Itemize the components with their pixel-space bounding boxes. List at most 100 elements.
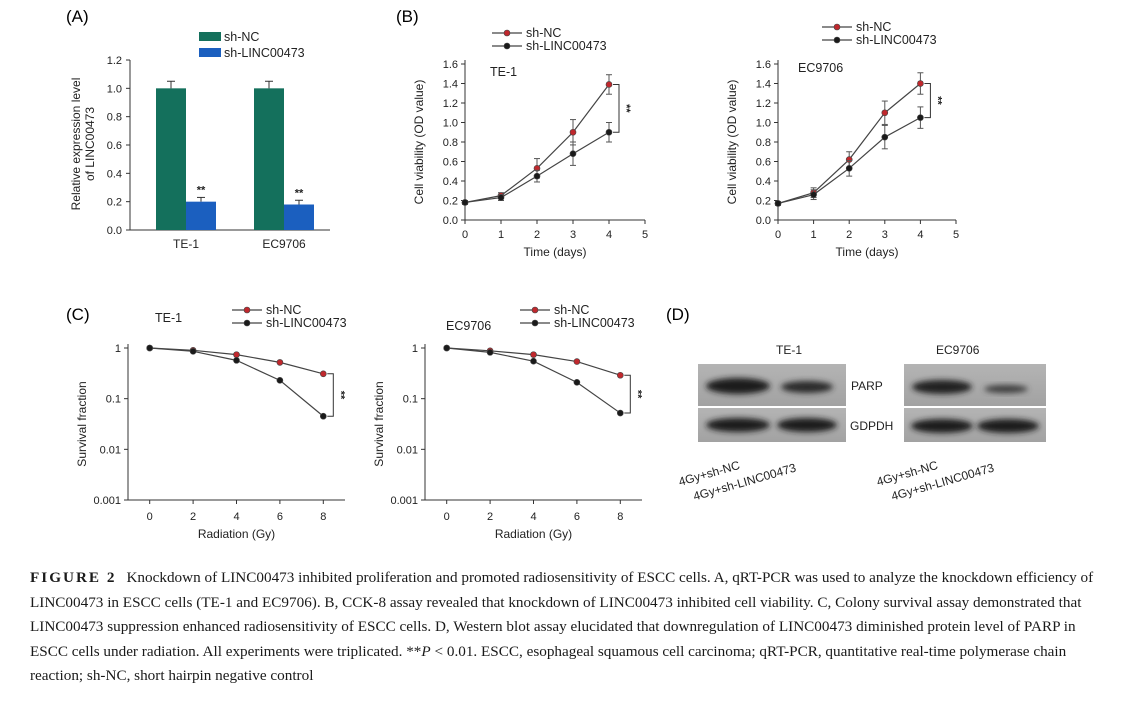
caption-text-part2: < 0.01. ESCC, esophageal squamous cell c… (30, 642, 1067, 685)
caption-p-symbol: P (421, 642, 431, 660)
panel-b-te1-xtick-label: 0 (462, 229, 468, 241)
panel-b-te1-xtick-label: 2 (534, 229, 540, 241)
panel-c-letter: (C) (66, 305, 90, 324)
panel-c-te1-xlabel: Radiation (Gy) (198, 527, 275, 541)
panel-b-letter: (B) (396, 7, 419, 26)
panel-b-te1-ylabel: Cell viability (OD value) (412, 80, 426, 205)
panel-b-line-charts: (B) 0.0 0.2 0.4 0.6 0.8 1.0 1.2 1.4 1.6 0 1 2 3 4 5 Tim… (396, 7, 959, 259)
panel-c-ec9706-data-point (573, 358, 581, 365)
wb-ec9706-parp-band-linc (984, 385, 1028, 393)
wb-protein-gapdh: GDPDH (850, 419, 893, 433)
panel-c-ec9706-ytick-label: 1 (412, 343, 418, 355)
panel-b-te1-title: TE-1 (490, 65, 517, 79)
panel-c-ec9706-xtick-label: 0 (444, 511, 450, 523)
panel-c-te1-data-point (233, 357, 240, 364)
panel-b-ec9706-data-point (917, 80, 924, 87)
panel-c-ec9706-ytick-label: 0.01 (397, 444, 418, 456)
panel-c-ec9706-legend-marker (531, 319, 539, 327)
panel-c-te1-data-point (189, 348, 197, 355)
panel-a-ytick-label: 0.0 (107, 225, 122, 237)
panel-b-ec9706-legend-marker (833, 36, 841, 44)
wb-ec9706-gapdh-band-nc (911, 419, 973, 433)
panel-b-ec9706-series-line (777, 83, 921, 204)
panel-b-ec9706-legend-label: sh-LINC00473 (856, 33, 937, 47)
panel-c-ec9706-ytick-label: 0.1 (403, 394, 418, 406)
panel-b-te1-data-point (569, 128, 577, 136)
panel-b-ec9706-data-point (917, 114, 924, 121)
caption-figure-label: FIGURE 2 (30, 569, 117, 586)
panel-b-te1-data-point (497, 194, 505, 201)
panel-c-ec9706-data-point (573, 379, 581, 386)
panel-b-te1-xtick-label: 3 (570, 229, 576, 241)
panel-b-ec9706-xtick-label: 1 (811, 229, 817, 241)
panel-a-bar (186, 201, 216, 230)
panel-b-ec9706-ytick-label: 1.4 (756, 79, 771, 91)
panel-b-ec9706-ytick-label: 0.6 (756, 157, 771, 169)
panel-c-ec9706-data-point (443, 344, 451, 352)
panel-b-ec9706-ytick-label: 0.4 (756, 176, 771, 188)
panel-c-ec9706-data-point (530, 351, 537, 358)
panel-b-te1-xtick-label: 1 (498, 229, 504, 241)
panel-b-ec9706-data-point (881, 109, 889, 117)
panel-c-te1-ytick-label: 1 (115, 343, 121, 355)
panel-a-ytick-label: 0.8 (107, 112, 122, 124)
panel-b-ec9706-ytick-label: 1.0 (756, 118, 771, 130)
panel-c-te1-legend-label: sh-NC (266, 303, 301, 317)
panel-b-ec9706-significance: ** (931, 96, 943, 105)
panel-a-ytick-label: 0.4 (107, 168, 122, 180)
panel-c-te1-title: TE-1 (155, 311, 182, 325)
panel-b-te1-xtick-label: 5 (642, 229, 648, 241)
panel-b-ec9706-xtick-label: 4 (917, 229, 923, 241)
panel-a-bar-chart: (A) sh-NC sh-LINC00473 0.0 0.2 0.4 0.6 0.8 1.… (66, 7, 330, 251)
panel-b-ec9706-data-point (774, 200, 782, 207)
panel-b-te1-data-point (605, 81, 613, 88)
wb-lane-labels-ec9706: 4Gy+sh-NC 4Gy+sh-LINC00473 (875, 458, 996, 503)
panel-c-ec9706-data-point (616, 371, 624, 379)
wb-cellline-te1: TE-1 (776, 343, 802, 357)
panel-b-ec9706-ytick-label: 1.6 (756, 59, 771, 71)
panel-c-ec9706-significance-bracket (624, 374, 631, 414)
wb-te1-parp-band-nc (706, 378, 770, 394)
panel-b-te1-ytick-label: 0.2 (443, 196, 458, 208)
panel-c-ec9706-legend-marker (531, 306, 539, 314)
panel-b-te1-data-point (461, 199, 469, 206)
panel-c-te1-legend-marker (243, 306, 251, 314)
panel-a-ytick-label: 0.6 (107, 140, 122, 152)
panel-c-te1-xtick-label: 8 (320, 511, 326, 523)
panel-b-te1-series-line (464, 84, 610, 204)
panel-b-ec9706-plot: 0.0 0.2 0.4 0.6 0.8 1.0 1.2 1.4 1.6 0 1 2 3 4 5 Time (d… (725, 20, 959, 259)
wb-cellline-ec9706: EC9706 (936, 343, 980, 357)
wb-protein-parp: PARP (851, 379, 883, 393)
panel-c-ec9706-data-point (486, 349, 494, 356)
panel-a-ytick-label: 1.2 (107, 55, 122, 67)
panel-b-ec9706-legend-marker (833, 23, 841, 31)
panel-c-ec9706-legend-label: sh-NC (554, 303, 589, 317)
panel-b-te1-ytick-label: 0.4 (443, 176, 458, 188)
panel-b-te1-ytick-label: 0.0 (443, 215, 458, 227)
panel-b-ec9706-ytick-label: 1.2 (756, 98, 771, 110)
panel-b-ec9706-ytick-label: 0.2 (756, 196, 771, 208)
panel-b-te1-significance: ** (620, 104, 632, 113)
panel-c-te1-data-point (319, 412, 327, 420)
wb-ec9706-parp-band-nc (912, 380, 972, 394)
panel-c-te1-data-point (233, 351, 240, 358)
panel-b-te1-legend-label: sh-NC (526, 26, 561, 40)
panel-c-ec9706-xtick-label: 4 (530, 511, 536, 523)
panel-b-te1-ytick-label: 1.4 (443, 79, 458, 91)
panel-a-ytick-label: 1.0 (107, 83, 122, 95)
panel-a-plot-area: 0.0 0.2 0.4 0.6 0.8 1.0 1.2 TE-1 ** EC9706 ** (107, 55, 330, 251)
panel-b-te1-xtick-label: 4 (606, 229, 612, 241)
panel-a-category-label: TE-1 (173, 237, 199, 251)
panel-b-ec9706-data-point (845, 165, 853, 172)
panel-b-te1-xlabel: Time (days) (524, 245, 587, 259)
panel-c-te1-ylabel: Survival fraction (75, 381, 89, 466)
wb-te1-gapdh-band-linc (777, 418, 837, 432)
panel-a-category-label: EC9706 (262, 237, 306, 251)
panel-a-significance: ** (295, 187, 304, 199)
panel-d-western-blot: (D) TE-1 EC9706 PARP GDPDH 4Gy+sh-NC 4Gy… (666, 305, 1046, 503)
panel-c-ec9706-significance: ** (631, 390, 643, 399)
panel-c-te1-data-point (276, 377, 284, 384)
wb-ec9706-gapdh-band-linc (977, 419, 1039, 433)
panel-c-te1-significance: ** (334, 391, 346, 400)
panel-c-te1-ytick-label: 0.01 (100, 444, 121, 456)
